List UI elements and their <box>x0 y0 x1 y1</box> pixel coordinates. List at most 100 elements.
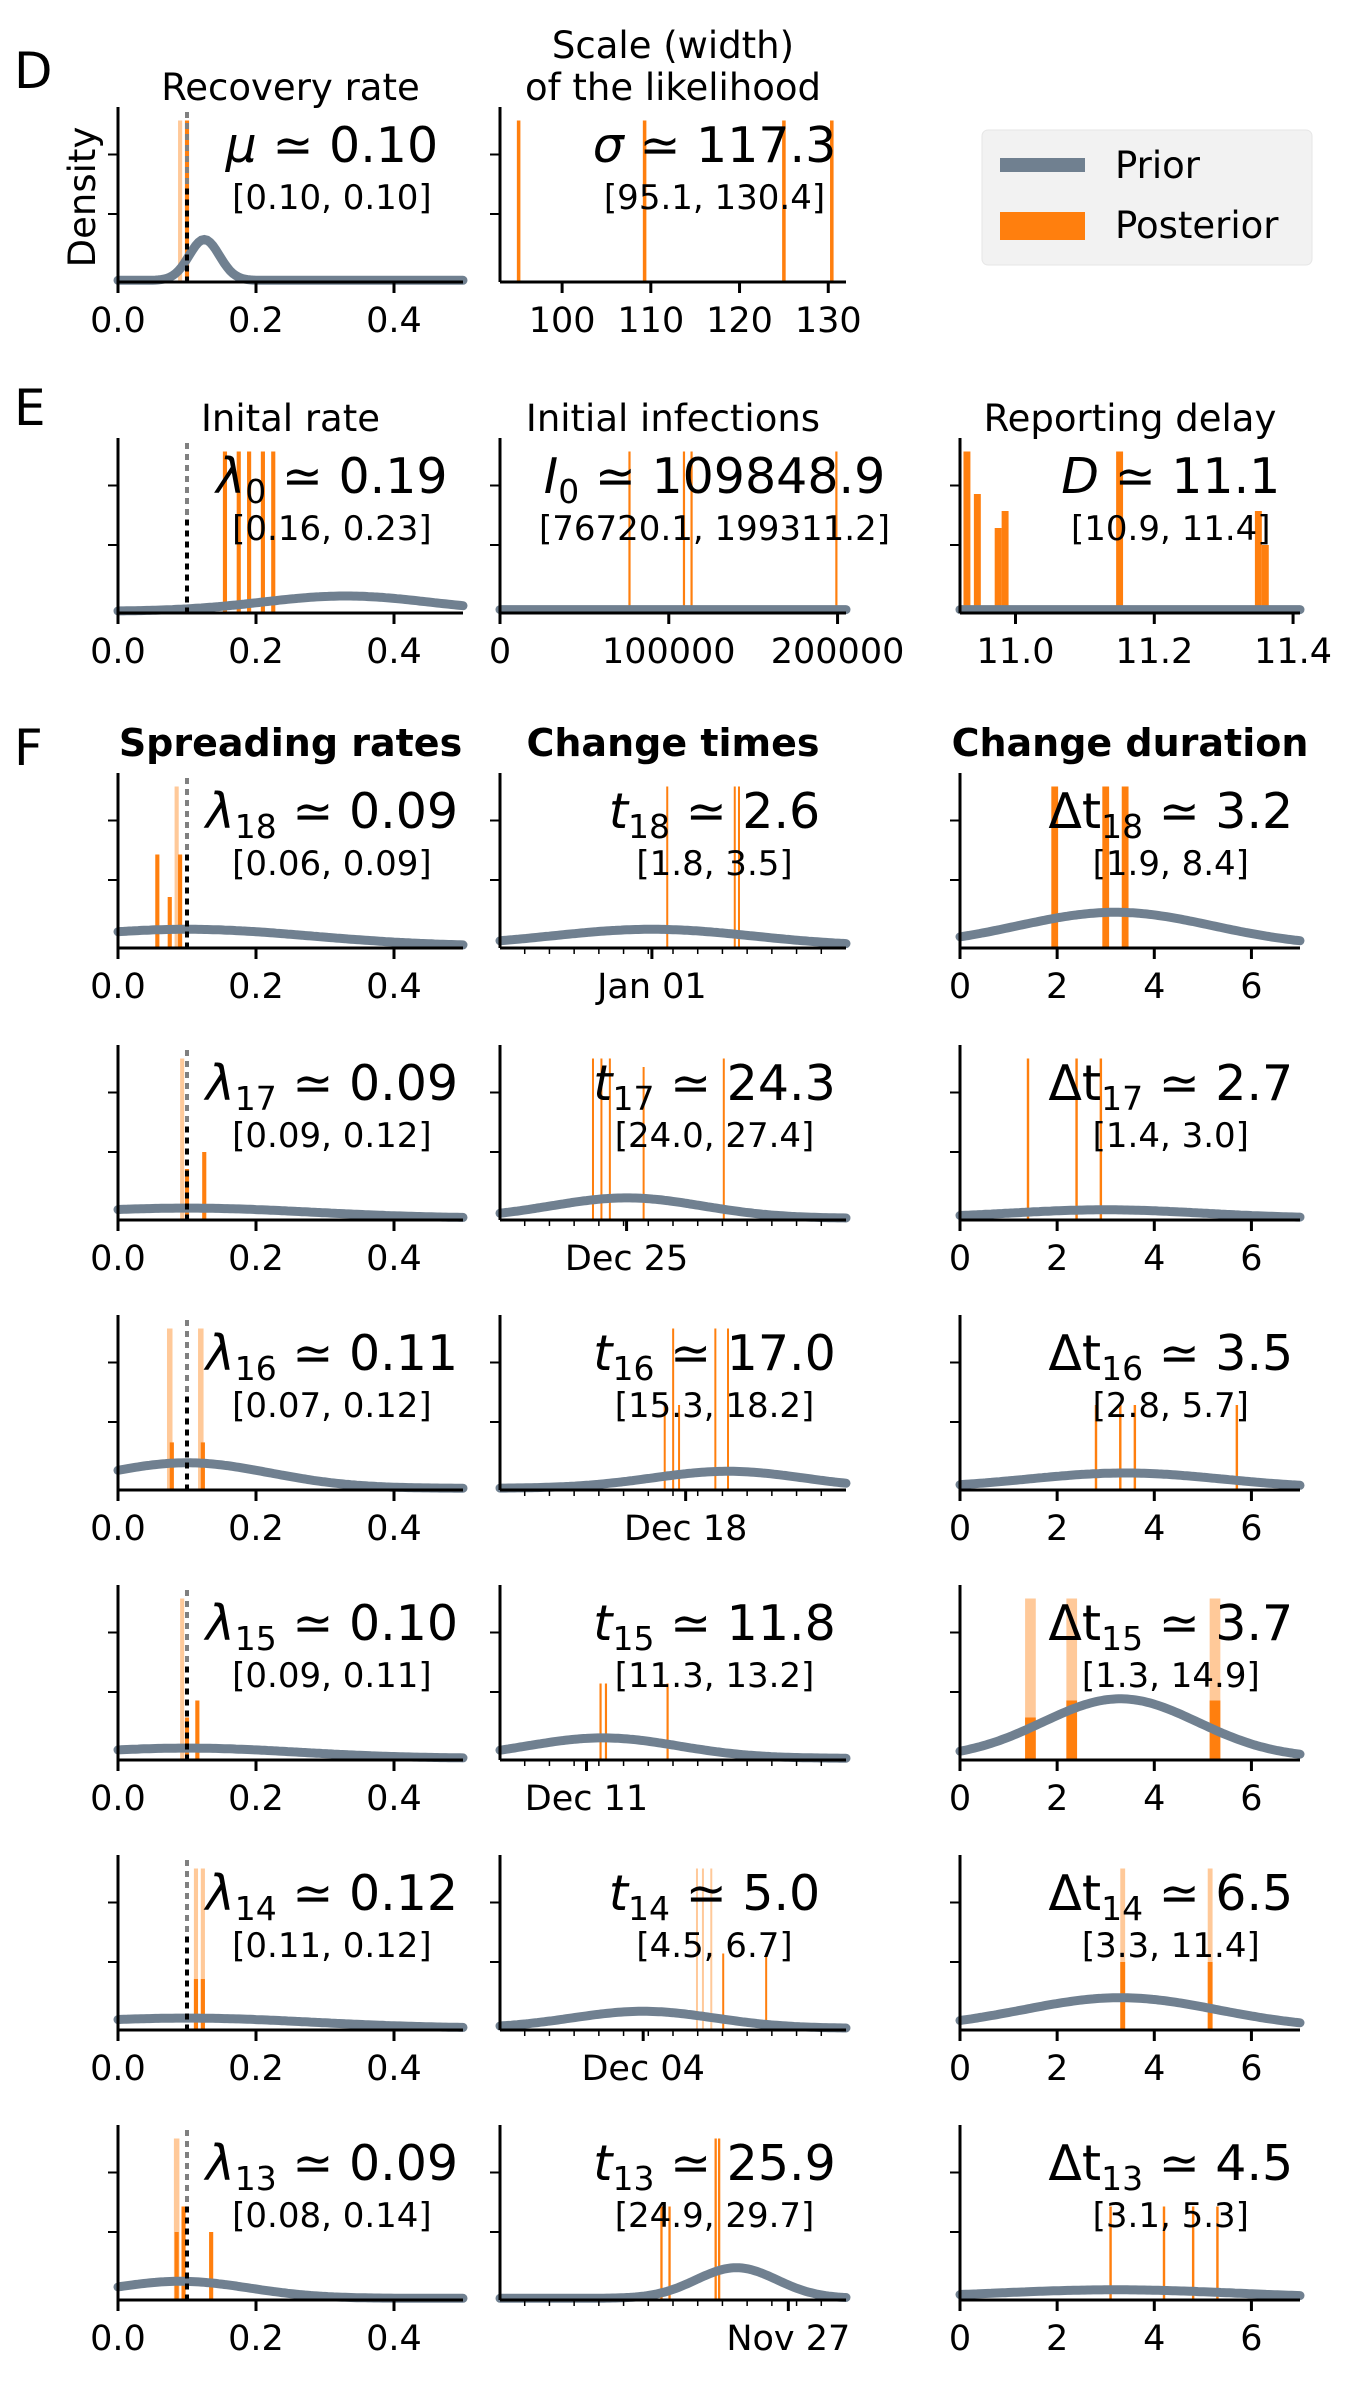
stat-value: 3.5 <box>1215 1325 1293 1382</box>
credible-interval-label: [0.10, 0.10] <box>232 178 432 218</box>
chart-change-duration-18: 0 2 4 6 Δt18 ≃ 3.2[1.9, 8.4] Change duration <box>949 721 1309 1007</box>
posterior-bar <box>1001 511 1009 613</box>
stat-subscript: 0 <box>245 472 266 511</box>
x-tick-label: Dec 04 <box>581 2049 704 2089</box>
stat-value: 0.10 <box>329 117 438 174</box>
x-tick-label: 0 <box>949 1509 971 1549</box>
posterior-bar <box>591 1058 594 1220</box>
stat-subscript: 15 <box>1101 1619 1143 1658</box>
stat-value: 4.5 <box>1215 2135 1293 2192</box>
x-tick-label: 0.2 <box>228 967 284 1007</box>
panel-title: Reporting delay <box>984 397 1277 440</box>
x-tick-label: 0.2 <box>228 632 284 672</box>
prior-density-line <box>113 2013 468 2032</box>
posterior-bar <box>690 451 693 613</box>
stat-value: 3.7 <box>1215 1595 1293 1652</box>
posterior-median-label: λ15 ≃ 0.10 <box>203 1595 458 1658</box>
posterior-bar <box>236 451 241 613</box>
posterior-bar <box>608 1058 611 1220</box>
posterior-bar <box>200 1979 205 2030</box>
posterior-bar <box>174 786 179 948</box>
panel-title: Spreading rates <box>119 721 462 765</box>
prior-density-line <box>495 2263 851 2303</box>
stat-symbol: t <box>593 1055 614 1112</box>
x-tick-label: 4 <box>1143 967 1165 1007</box>
posterior-bar <box>167 897 172 948</box>
chart-change-time-16: Dec 18 t16 ≃ 17.0[15.3, 18.2] <box>490 1315 851 1549</box>
posterior-bar <box>1209 1598 1221 1760</box>
chart-spreading-rate-16: 0.0 0.2 0.4 λ16 ≃ 0.11[0.07, 0.12] <box>90 1315 468 1549</box>
posterior-median-label: Δt16 ≃ 3.5 <box>1048 1325 1293 1388</box>
x-tick-label: 0.4 <box>366 1779 422 1819</box>
panel-title: Scale (width) <box>552 24 794 67</box>
chart-change-duration-14: 0 2 4 6 Δt14 ≃ 6.5[3.3, 11.4] <box>949 1855 1305 2089</box>
credible-interval-label: [10.9, 11.4] <box>1071 509 1271 549</box>
prior-density-line <box>495 1466 851 1493</box>
x-tick-label: 4 <box>1143 1239 1165 1279</box>
legend-posterior-label: Posterior <box>1115 204 1279 247</box>
chart-change-duration-15: 0 2 4 6 Δt15 ≃ 3.7[1.3, 14.9] <box>949 1585 1305 1819</box>
x-tick-label: Dec 25 <box>565 1239 688 1279</box>
x-tick-label: 0.0 <box>90 2049 146 2089</box>
panel-title: Recovery rate <box>161 66 419 109</box>
posterior-bar <box>1066 1598 1078 1760</box>
stat-approx: ≃ <box>654 1325 726 1382</box>
credible-interval-label: [0.07, 0.12] <box>232 1386 432 1426</box>
x-tick-label: 6 <box>1240 1779 1262 1819</box>
chart-change-duration-13: 0 2 4 6 Δt13 ≃ 4.5[3.1, 5.3] <box>949 2125 1305 2359</box>
stat-value: 2.6 <box>742 783 820 840</box>
stat-approx: ≃ <box>1143 1325 1215 1382</box>
x-tick-label: 0.4 <box>366 2049 422 2089</box>
posterior-bar <box>1051 786 1059 948</box>
x-tick-label: 6 <box>1240 2049 1262 2089</box>
stat-subscript: 18 <box>1101 807 1143 846</box>
x-tick-label: 0.0 <box>90 301 146 341</box>
stat-subscript: 16 <box>235 1349 277 1388</box>
stat-approx: ≃ <box>654 1055 726 1112</box>
credible-interval-label: [11.3, 13.2] <box>615 1656 815 1696</box>
x-tick-label: 0.4 <box>366 1239 422 1279</box>
posterior-bar <box>835 451 838 613</box>
posterior-bar <box>668 2206 671 2300</box>
prior-density-line <box>495 2006 851 2033</box>
stat-symbol: λ <box>203 1055 235 1112</box>
stat-symbol: Δt <box>1048 1325 1101 1382</box>
posterior-median-label: t15 ≃ 11.8 <box>593 1595 836 1658</box>
posterior-bar <box>660 2206 663 2300</box>
stat-subscript: 13 <box>612 2159 654 2198</box>
posterior-median-label: t17 ≃ 24.3 <box>593 1055 836 1118</box>
posterior-median-label: λ14 ≃ 0.12 <box>203 1865 458 1928</box>
posterior-bar <box>181 2206 186 2300</box>
posterior-median-label: Δt13 ≃ 4.5 <box>1048 2135 1293 2198</box>
stat-value: 0.09 <box>349 1055 458 1112</box>
posterior-median-label: λ0 ≃ 0.19 <box>213 448 447 511</box>
chart-spreading-rate-15: 0.0 0.2 0.4 λ15 ≃ 0.10[0.09, 0.11] <box>90 1585 468 1819</box>
posterior-bar <box>830 120 834 282</box>
x-tick-label: 2 <box>1046 1779 1068 1819</box>
x-tick-label: 100 <box>529 301 596 341</box>
posterior-median-label: t13 ≃ 25.9 <box>593 2135 836 2198</box>
posterior-bar <box>166 1328 173 1490</box>
posterior-bar <box>1102 786 1110 948</box>
chart-change-time-14: Dec 04 t14 ≃ 5.0[4.5, 6.7] <box>490 1855 851 2089</box>
posterior-bar <box>1094 1405 1098 1490</box>
stat-value: 3.2 <box>1215 783 1293 840</box>
x-tick-label: 6 <box>1240 1239 1262 1279</box>
chart-change-time-15: Dec 11 t15 ≃ 11.8[11.3, 13.2] <box>490 1585 851 1819</box>
credible-interval-label: [2.8, 5.7] <box>1093 1386 1249 1426</box>
stat-value: 0.09 <box>349 783 458 840</box>
stat-approx: ≃ <box>277 1865 349 1922</box>
stat-symbol: D <box>1061 448 1099 505</box>
posterior-bar <box>193 1868 199 2030</box>
credible-interval-label: [76720.1, 199311.2] <box>539 509 890 549</box>
posterior-bar <box>222 451 228 613</box>
x-tick-label: 0 <box>489 632 511 672</box>
prior-density-line <box>955 1694 1305 1759</box>
posterior-median-label: t16 ≃ 17.0 <box>593 1325 836 1388</box>
legend: Prior Posterior <box>981 129 1313 266</box>
posterior-bar <box>1109 2206 1112 2300</box>
posterior-median-label: μ ≃ 0.10 <box>225 117 439 174</box>
posterior-bar <box>198 1328 204 1490</box>
stat-approx: ≃ <box>1143 1055 1215 1112</box>
